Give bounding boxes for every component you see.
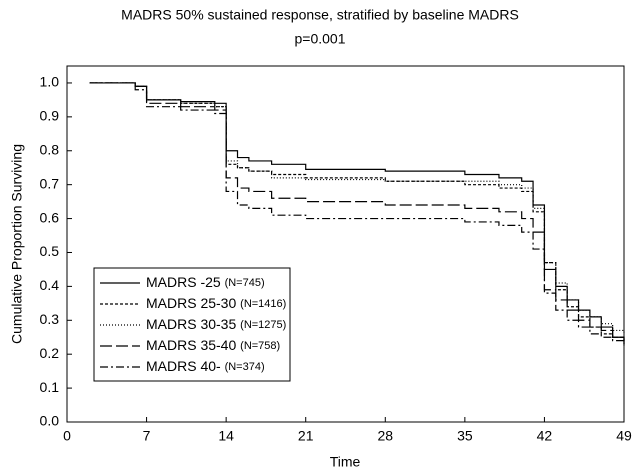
y-tick-label: 0.0 — [40, 413, 60, 429]
survival-curve — [89, 82, 625, 345]
x-tick-label: 7 — [143, 428, 151, 444]
x-tick-label: 42 — [537, 428, 553, 444]
legend-label: MADRS -25 (N=745) — [146, 274, 265, 290]
x-tick-label: 21 — [298, 428, 314, 444]
y-axis-label: Cumulative Proportion Surviving — [9, 144, 25, 344]
y-tick-label: 0.9 — [40, 108, 60, 124]
legend-name: MADRS 25-30 — [146, 295, 236, 311]
legend-note: (N=745) — [225, 277, 265, 289]
x-tick-label: 28 — [377, 428, 393, 444]
plot-frame — [66, 65, 625, 423]
x-tick-label: 0 — [63, 428, 71, 444]
x-tick-label: 49 — [616, 428, 632, 444]
survival-curve — [89, 82, 625, 334]
legend-name: MADRS 40- — [146, 358, 221, 374]
y-tick-label: 0.6 — [40, 209, 60, 225]
x-tick-label: 14 — [218, 428, 234, 444]
chart-subtitle: p=0.001 — [295, 31, 346, 47]
survival-curve — [89, 82, 625, 341]
legend-note: (N=758) — [240, 340, 280, 352]
chart-title: MADRS 50% sustained response, stratified… — [121, 7, 519, 23]
y-tick-label: 0.7 — [40, 175, 60, 191]
x-tick-label: 35 — [457, 428, 473, 444]
legend-box — [93, 267, 291, 382]
legend-name: MADRS 30-35 — [146, 316, 236, 332]
y-tick-label: 0.3 — [40, 311, 60, 327]
y-tick-label: 0.1 — [40, 379, 60, 395]
y-tick-label: 0.8 — [40, 141, 60, 157]
legend-name: MADRS -25 — [146, 274, 221, 290]
y-tick-label: 0.2 — [40, 345, 60, 361]
legend-name: MADRS 35-40 — [146, 337, 236, 353]
legend-label: MADRS 35-40 (N=758) — [146, 337, 280, 353]
legend-label: MADRS 30-35 (N=1275) — [146, 316, 286, 332]
legend-note: (N=1275) — [240, 319, 286, 331]
y-tick-label: 1.0 — [40, 74, 60, 90]
y-tick-label: 0.5 — [40, 243, 60, 259]
y-tick-label: 0.4 — [40, 277, 60, 293]
legend-label: MADRS 25-30 (N=1416) — [146, 295, 286, 311]
x-axis-label: Time — [330, 454, 361, 470]
legend-note: (N=1416) — [240, 298, 286, 310]
survival-curve — [89, 82, 625, 348]
legend-label: MADRS 40- (N=374) — [146, 358, 265, 374]
survival-curve — [89, 82, 625, 345]
legend-note: (N=374) — [225, 361, 265, 373]
